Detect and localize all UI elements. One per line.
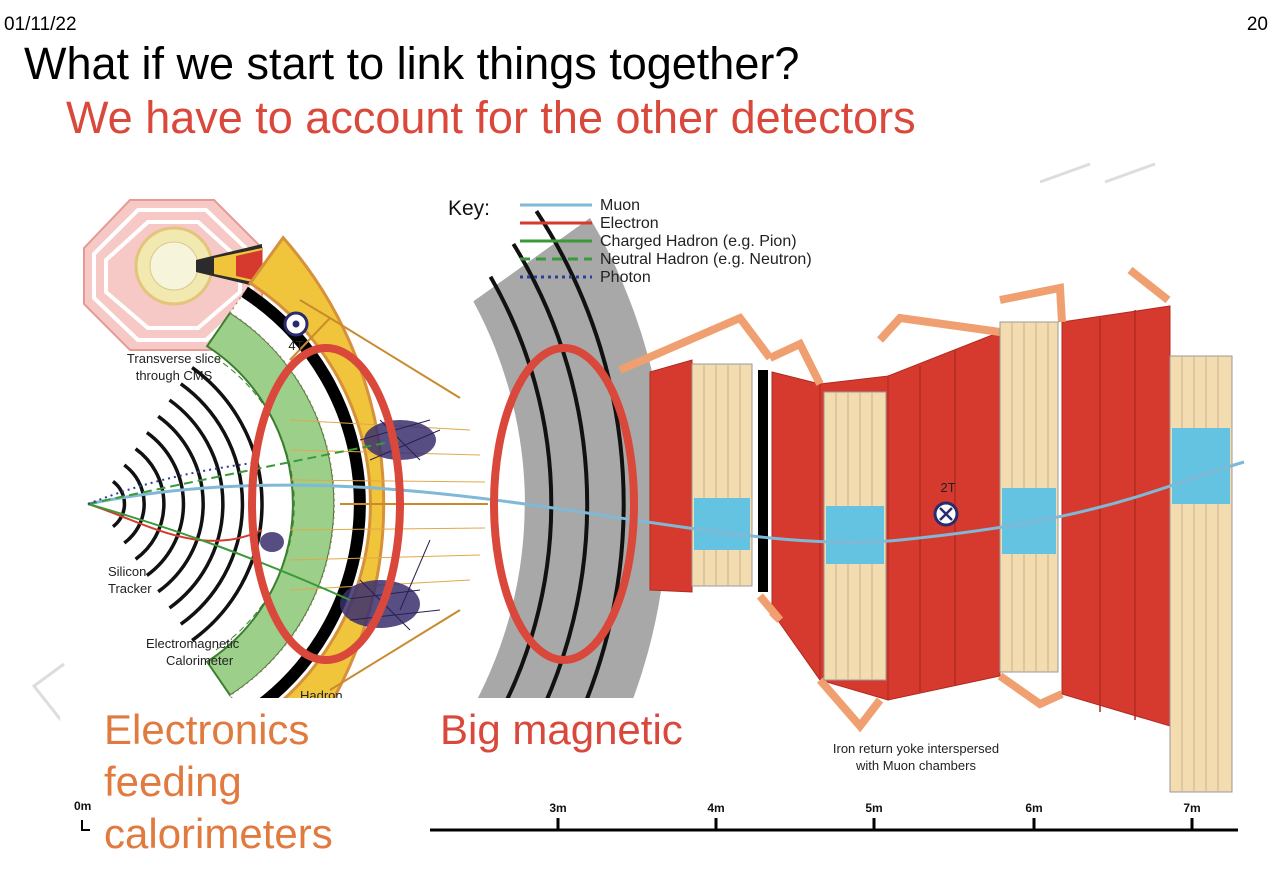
legend-label-charged-hadron: Charged Hadron (e.g. Pion): [600, 233, 797, 250]
scale-tick-4m: 4m: [707, 801, 724, 815]
electronics-annotation-line-1: Electronics: [104, 706, 310, 753]
scale-tick-5m: 5m: [865, 801, 882, 815]
legend-label-photon: Photon: [600, 269, 651, 286]
electronics-annotation-line-3: calorimeters: [104, 810, 333, 857]
ecal-label: Electromagnetic: [146, 636, 240, 651]
scale-tick-6m: 6m: [1025, 801, 1042, 815]
legend: Key: Muon Electron Charged Hadron (e.g. …: [448, 197, 812, 286]
page-number: 20: [1246, 14, 1268, 35]
scale-tick-7m: 7m: [1183, 801, 1200, 815]
transverse-slice-label: Transverse slice: [127, 351, 221, 366]
field-symbol-2t: [933, 501, 959, 527]
field-label-2t: 2T: [940, 480, 955, 495]
slide-subtitle: We have to account for the other detecto…: [66, 92, 916, 143]
ecal-label-2: Calorimeter: [166, 653, 234, 668]
particle-tracks: [87, 439, 1245, 601]
silicon-tracker-label-2: Tracker: [108, 581, 152, 596]
field-label-4t: 4T: [288, 338, 303, 353]
highlight-ring-magnet: [490, 344, 638, 664]
legend-label-neutral-hadron: Neutral Hadron (e.g. Neutron): [600, 251, 812, 268]
field-symbol-4t: [283, 311, 309, 337]
decorative-strokes: [31, 162, 1156, 725]
distance-scale: [81, 818, 1238, 832]
slide-date: 01/11/22: [4, 14, 77, 35]
legend-label-muon: Muon: [600, 197, 640, 214]
highlight-ring-calorimeter: [248, 344, 404, 664]
magnet-body: [473, 218, 668, 790]
yoke-edges: [618, 266, 1171, 733]
legend-label-electron: Electron: [600, 215, 659, 232]
scale-tick-0m: 0m: [74, 799, 91, 813]
magnet-annotation: Big magnetic: [440, 706, 683, 753]
electronics-annotation-line-2: feeding: [104, 758, 242, 805]
silicon-tracker-label: Silicon: [108, 564, 146, 579]
electronics-annotation: Electronics feeding calorimeters: [104, 704, 333, 860]
slide-title: What if we start to link things together…: [24, 38, 800, 89]
yoke-label-2: with Muon chambers: [855, 758, 976, 773]
spacer-band: [229, 290, 361, 718]
legend-heading: Key:: [448, 197, 490, 220]
yoke-label: Iron return yoke interspersed: [833, 741, 999, 756]
transverse-slice-thumbnail: [83, 199, 263, 351]
silicon-tracker: [111, 366, 264, 642]
scale-tick-3m: 3m: [549, 801, 566, 815]
transverse-slice-label-2: through CMS: [136, 368, 213, 383]
